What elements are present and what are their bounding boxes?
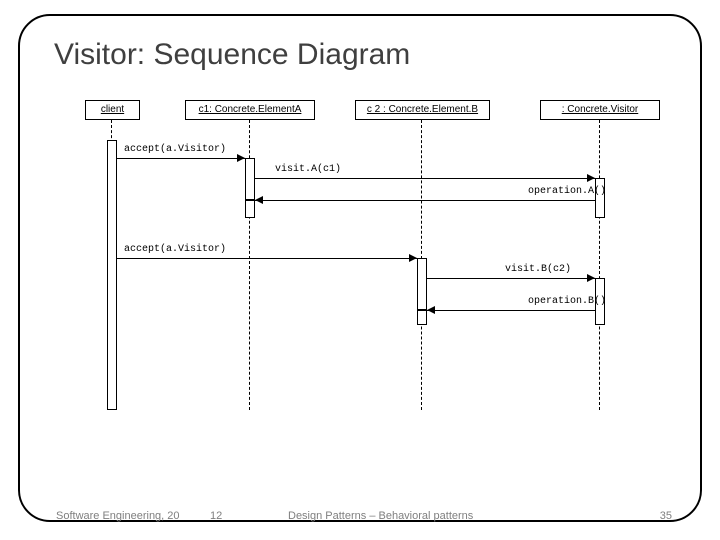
message-label-5: operation.B() <box>528 296 606 307</box>
message-label-0: accept(a.Visitor) <box>124 144 226 155</box>
activation-2 <box>595 178 605 218</box>
arrow-l-5 <box>427 306 435 314</box>
message-label-3: accept(a.Visitor) <box>124 244 226 255</box>
activation-4 <box>417 258 427 310</box>
lifeline-client: client <box>85 100 140 120</box>
lifeline-visitor: : Concrete.Visitor <box>540 100 660 120</box>
message-line-5 <box>427 310 595 311</box>
message-line-2 <box>255 200 595 201</box>
activation-0 <box>107 140 117 410</box>
activation-6 <box>417 310 427 325</box>
footer-center: 12 <box>210 510 222 522</box>
arrow-l-2 <box>255 196 263 204</box>
message-label-1: visit.A(c1) <box>275 164 341 175</box>
message-label-2: operation.A() <box>528 186 606 197</box>
message-label-4: visit.B(c2) <box>505 264 571 275</box>
message-line-1 <box>255 178 595 179</box>
arrow-r-1 <box>587 174 595 182</box>
page-title: Visitor: Sequence Diagram <box>54 38 410 72</box>
message-line-0 <box>117 158 245 159</box>
lifeline-c1: c1: Concrete.ElementA <box>185 100 315 120</box>
footer-left: Software Engineering, 20 <box>56 510 180 522</box>
arrow-r-0 <box>237 154 245 162</box>
activation-1 <box>245 158 255 200</box>
message-line-3 <box>117 258 417 259</box>
sequence-diagram: client c1: Concrete.ElementA c 2 : Concret… <box>50 100 670 430</box>
footer-main: Design Patterns – Behavioral patterns <box>288 510 473 522</box>
activation-3 <box>245 200 255 218</box>
lifeline-dash-visitor <box>599 120 600 410</box>
lifeline-c2: c 2 : Concrete.Element.B <box>355 100 490 120</box>
message-line-4 <box>427 278 595 279</box>
footer-right: 35 <box>660 510 672 522</box>
arrow-r-4 <box>587 274 595 282</box>
arrow-r-3 <box>409 254 417 262</box>
